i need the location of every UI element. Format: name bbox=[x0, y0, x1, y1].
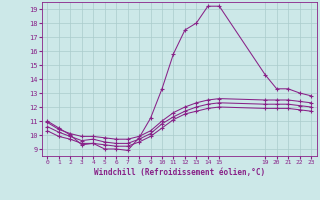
X-axis label: Windchill (Refroidissement éolien,°C): Windchill (Refroidissement éolien,°C) bbox=[94, 168, 265, 177]
